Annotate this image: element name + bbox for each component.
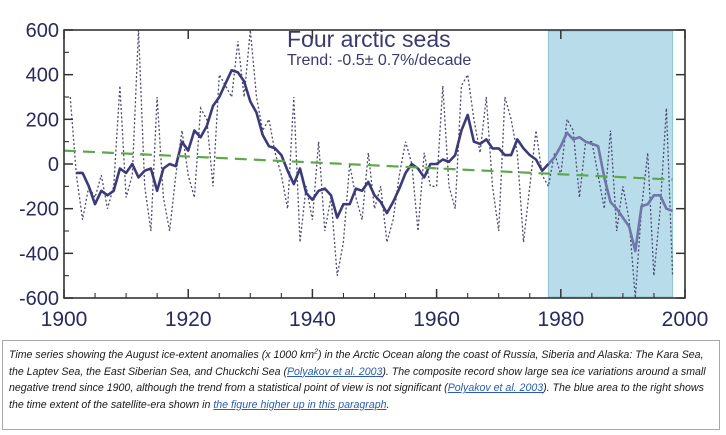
- smoothed-anomaly-line: [76, 68, 550, 219]
- y-tick-label: -600: [19, 288, 59, 310]
- caption-text-3: ). The composite record show large sea i…: [9, 365, 706, 395]
- figure-caption: Time series showing the August ice-exten…: [2, 340, 720, 430]
- x-tick-label: 2000: [662, 308, 709, 331]
- x-tick-label: 1940: [289, 308, 336, 331]
- chart-subtitle: Trend: -0.5± 0.7%/decade: [287, 52, 471, 69]
- y-tick-label: 400: [26, 65, 59, 87]
- y-tick-label: 0: [48, 154, 59, 176]
- y-tick-label: 200: [26, 109, 59, 131]
- annual-anomaly-line: [69, 29, 674, 299]
- chart-area: 1900 1920 1940 1960 1980 2000 600 400 200 0 -200 -4…: [19, 20, 708, 331]
- y-tick-label: -200: [19, 199, 59, 221]
- polyakov-link-1[interactable]: Polyakov et al. 2003: [286, 365, 383, 378]
- caption-superscript: 2: [314, 348, 319, 356]
- x-tick-label: 1920: [165, 308, 212, 331]
- series-layer: [63, 29, 674, 299]
- y-tick-label: 600: [26, 20, 59, 42]
- caption-text-1: Time series showing the August ice-exten…: [9, 349, 315, 361]
- chart-title: Four arctic seas: [287, 26, 451, 52]
- smoothed-anomaly-line-satellite-era: [547, 131, 674, 253]
- x-tick-label: 1980: [537, 308, 584, 331]
- polyakov-link-2[interactable]: Polyakov et al. 2003: [447, 382, 544, 395]
- x-tick-label: 1960: [413, 308, 460, 331]
- y-tick-label: -400: [19, 243, 59, 265]
- tick-layer: 1900 1920 1940 1960 1980 20006004002000-200-4…: [19, 20, 708, 331]
- caption-text-2: ) in the Arctic Ocean along the coast of…: [9, 349, 704, 378]
- ice-anomaly-chart: 1900 1920 1940 1960 1980 20006004002000-200-4…: [19, 20, 708, 331]
- trend-line: [63, 149, 673, 181]
- caption-text-4: ). The blue area to the right shows the …: [9, 382, 704, 411]
- satellite-era-region: [547, 30, 674, 298]
- caption-text-5: .: [386, 398, 390, 411]
- figure-higher-up-link[interactable]: the figure higher up in this paragraph: [213, 398, 387, 411]
- x-tick-label: 1900: [41, 308, 88, 331]
